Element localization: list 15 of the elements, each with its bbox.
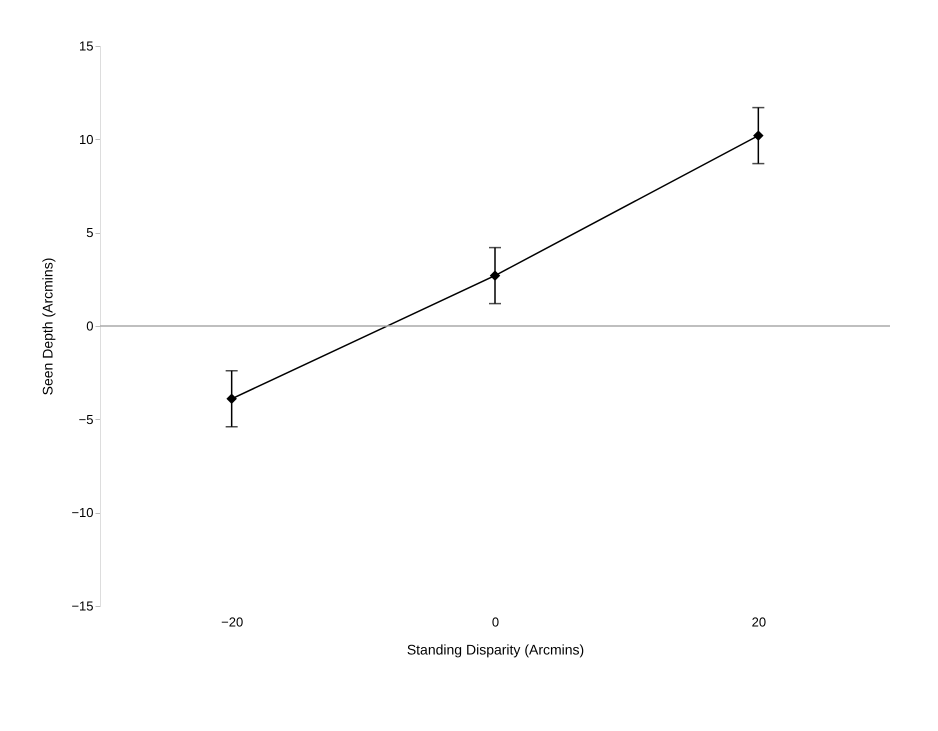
point — [490, 270, 500, 281]
y-tick-label: 15 — [79, 38, 94, 54]
y-tick-label: −10 — [71, 505, 94, 520]
y-tick-label: −5 — [78, 412, 94, 427]
point — [753, 130, 764, 141]
y-tick-label: 10 — [79, 132, 94, 147]
x-tick-label: 0 — [492, 614, 500, 630]
y-tick-label: 5 — [86, 225, 94, 240]
point — [226, 394, 237, 404]
y-axis-title: Seen Depth (Arcmins) — [39, 258, 56, 396]
x-axis-title: Standing Disparity (Arcmins) — [406, 642, 584, 658]
x-tick-label: 20 — [752, 614, 766, 630]
y-tick-label: −15 — [71, 598, 94, 614]
y-tick-label: 0 — [86, 318, 94, 334]
x-tick-label: −20 — [221, 614, 244, 630]
